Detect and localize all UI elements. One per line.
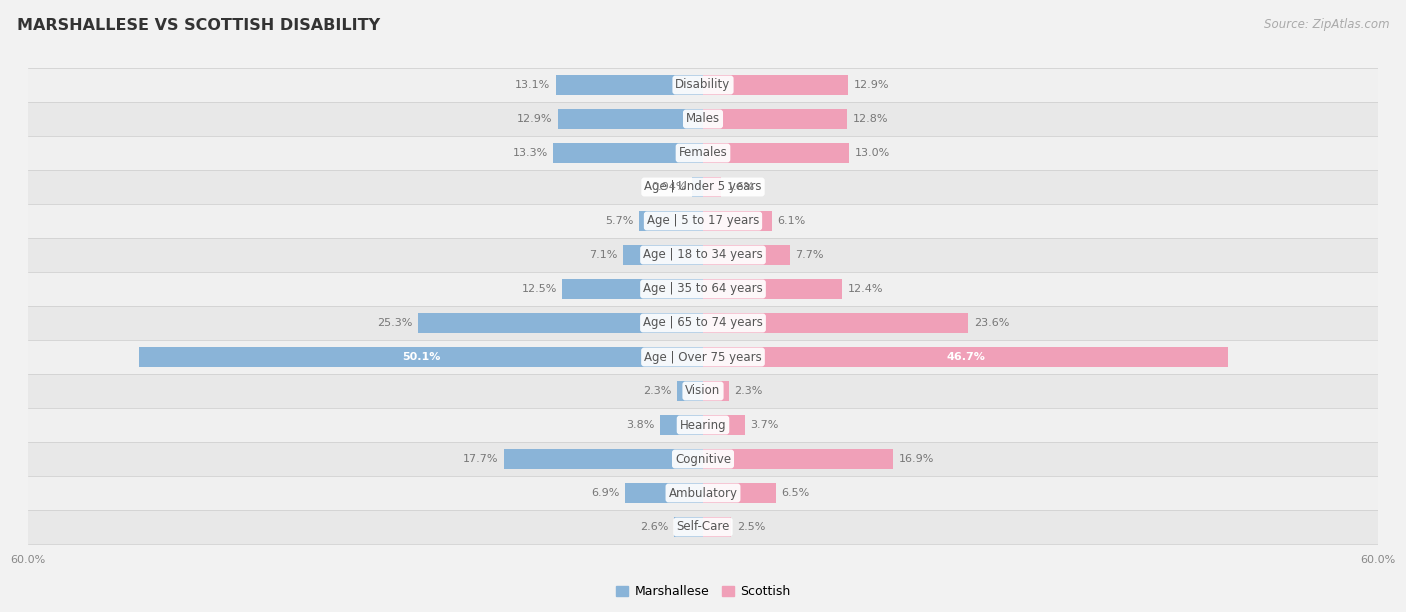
Text: Age | 65 to 74 years: Age | 65 to 74 years [643, 316, 763, 329]
Bar [692, 177, 703, 197]
Text: Hearing: Hearing [679, 419, 727, 431]
Bar [28, 136, 1378, 170]
Text: 23.6%: 23.6% [974, 318, 1010, 328]
Bar [703, 211, 772, 231]
Bar [638, 211, 703, 231]
Bar [558, 109, 703, 129]
Bar [28, 68, 1378, 102]
Bar [626, 483, 703, 503]
Text: 3.8%: 3.8% [626, 420, 655, 430]
Text: 50.1%: 50.1% [402, 352, 440, 362]
Text: 46.7%: 46.7% [946, 352, 986, 362]
Bar [28, 408, 1378, 442]
Text: 1.6%: 1.6% [727, 182, 755, 192]
Text: Source: ZipAtlas.com: Source: ZipAtlas.com [1264, 18, 1389, 31]
Text: Age | Under 5 years: Age | Under 5 years [644, 181, 762, 193]
Bar [703, 245, 790, 265]
Text: Age | 18 to 34 years: Age | 18 to 34 years [643, 248, 763, 261]
Text: 25.3%: 25.3% [377, 318, 413, 328]
Text: 17.7%: 17.7% [463, 454, 498, 464]
Text: Self-Care: Self-Care [676, 520, 730, 534]
Text: 2.6%: 2.6% [640, 522, 668, 532]
Bar [28, 510, 1378, 544]
Bar [673, 517, 703, 537]
Bar [28, 102, 1378, 136]
Bar [555, 75, 703, 95]
Text: 6.9%: 6.9% [592, 488, 620, 498]
Text: 7.1%: 7.1% [589, 250, 617, 260]
Text: 3.7%: 3.7% [751, 420, 779, 430]
Text: 6.1%: 6.1% [778, 216, 806, 226]
Bar [28, 442, 1378, 476]
Text: 5.7%: 5.7% [605, 216, 633, 226]
Text: 13.3%: 13.3% [513, 148, 548, 158]
Text: 2.5%: 2.5% [737, 522, 765, 532]
Bar [623, 245, 703, 265]
Bar [703, 347, 1229, 367]
Bar [703, 143, 849, 163]
Bar [28, 238, 1378, 272]
Text: Ambulatory: Ambulatory [668, 487, 738, 499]
Text: 2.3%: 2.3% [643, 386, 672, 396]
Bar [28, 374, 1378, 408]
Text: Disability: Disability [675, 78, 731, 92]
Text: Cognitive: Cognitive [675, 452, 731, 466]
Bar [703, 449, 893, 469]
Text: 12.5%: 12.5% [522, 284, 557, 294]
Bar [28, 204, 1378, 238]
Bar [703, 415, 745, 435]
Bar [419, 313, 703, 333]
Text: 0.94%: 0.94% [651, 182, 686, 192]
Text: 13.0%: 13.0% [855, 148, 890, 158]
Text: 12.8%: 12.8% [852, 114, 889, 124]
Bar [28, 306, 1378, 340]
Bar [703, 75, 848, 95]
Text: 2.3%: 2.3% [734, 386, 763, 396]
Text: Age | Over 75 years: Age | Over 75 years [644, 351, 762, 364]
Text: 6.5%: 6.5% [782, 488, 810, 498]
Bar [28, 340, 1378, 374]
Text: Females: Females [679, 146, 727, 160]
Bar [28, 476, 1378, 510]
Bar [562, 279, 703, 299]
Text: 12.9%: 12.9% [853, 80, 889, 90]
Text: MARSHALLESE VS SCOTTISH DISABILITY: MARSHALLESE VS SCOTTISH DISABILITY [17, 18, 380, 34]
Text: 7.7%: 7.7% [796, 250, 824, 260]
Text: 12.4%: 12.4% [848, 284, 883, 294]
Text: 12.9%: 12.9% [517, 114, 553, 124]
Bar [703, 279, 842, 299]
Bar [703, 313, 969, 333]
Bar [139, 347, 703, 367]
Text: 16.9%: 16.9% [898, 454, 934, 464]
Bar [678, 381, 703, 401]
Bar [703, 517, 731, 537]
Legend: Marshallese, Scottish: Marshallese, Scottish [610, 580, 796, 603]
Text: Vision: Vision [685, 384, 721, 398]
Text: 13.1%: 13.1% [515, 80, 550, 90]
Text: Males: Males [686, 113, 720, 125]
Bar [661, 415, 703, 435]
Bar [28, 170, 1378, 204]
Bar [703, 381, 728, 401]
Text: Age | 5 to 17 years: Age | 5 to 17 years [647, 214, 759, 228]
Bar [28, 272, 1378, 306]
Text: Age | 35 to 64 years: Age | 35 to 64 years [643, 283, 763, 296]
Bar [703, 109, 846, 129]
Bar [554, 143, 703, 163]
Bar [703, 483, 776, 503]
Bar [503, 449, 703, 469]
Bar [703, 177, 721, 197]
